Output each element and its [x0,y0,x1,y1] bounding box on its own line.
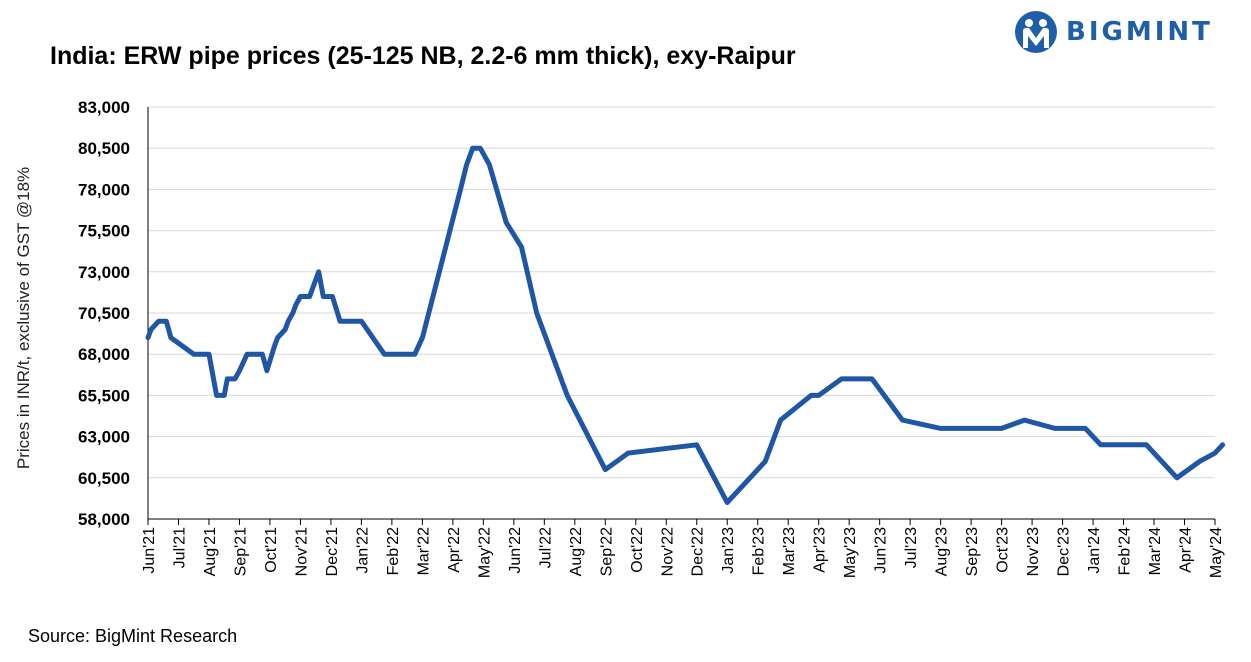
x-tick-label: May'22 [476,527,493,578]
x-axis-ticks: Jun'21 Jul'21 Aug'21 Sep'21 Oct'21 Nov'21 Dec'… [141,519,1225,578]
x-tick-label: Jun'23 [873,527,890,574]
x-tick-label: Dec'22 [690,527,707,576]
x-tick-label: Jul'23 [903,527,920,568]
x-tick-label: May'23 [842,527,859,578]
x-tick-label: Nov'22 [659,527,676,576]
y-tick-label: 83,000 [78,98,130,117]
y-tick-label: 75,500 [78,222,130,241]
x-tick-label: Dec'21 [324,527,341,576]
x-tick-label: Feb'23 [751,527,768,576]
y-tick-label: 60,500 [78,469,130,488]
x-tick-label: Oct'22 [629,527,646,573]
x-tick-label: Mar'22 [415,527,432,576]
x-tick-label: Oct'23 [995,527,1012,573]
y-tick-label: 70,500 [78,304,130,323]
x-tick-label: Sep'21 [232,527,249,576]
series-line [145,145,1226,505]
x-tick-label: Nov'23 [1025,527,1042,576]
x-tick-label: Apr'23 [812,527,829,573]
y-axis-ticks: 58,000 60,500 63,000 65,500 68,000 70,500 73,0… [78,98,130,529]
x-tick-label: Nov'21 [293,527,310,576]
x-tick-label: Jan'22 [354,527,371,574]
y-tick-label: 80,500 [78,139,130,158]
y-tick-label: 68,000 [78,345,130,364]
x-tick-label: Apr'22 [446,527,463,573]
x-tick-label: Mar'23 [781,527,798,576]
brand-logo: BIGMINT [1014,10,1213,54]
x-tick-label: Feb'22 [385,527,402,576]
source-note: Source: BigMint Research [28,626,238,646]
x-tick-label: Feb'24 [1117,527,1134,576]
x-tick-label: Aug'23 [934,527,951,576]
x-tick-label: Oct'21 [263,527,280,573]
y-axis-label: Prices in INR/t, exclusive of GST @18% [14,167,33,469]
x-tick-label: Aug'21 [202,527,219,576]
y-tick-label: 58,000 [78,510,130,529]
brand-name: BIGMINT [1066,17,1213,47]
gridlines [148,106,1215,479]
x-tick-label: Sep'23 [964,527,981,576]
series-lines [145,145,1226,505]
chart-title: India: ERW pipe prices (25-125 NB, 2.2-6… [50,42,796,70]
x-tick-label: Dec'23 [1056,527,1073,576]
bigmint-logo-icon [1015,11,1057,53]
x-tick-label: Jun'21 [141,527,158,574]
y-tick-label: 63,000 [78,428,130,447]
axes [147,107,1215,520]
x-tick-label: Jan'23 [720,527,737,574]
y-tick-label: 65,500 [78,386,130,405]
y-tick-label: 73,000 [78,263,130,282]
x-tick-label: Jun'22 [507,527,524,574]
x-tick-label: Apr'24 [1178,527,1195,573]
x-tick-label: Mar'24 [1147,527,1164,576]
x-tick-label: Sep'22 [598,527,615,576]
x-tick-label: Jul'22 [537,527,554,568]
x-tick-label: Jan'24 [1086,527,1103,574]
x-tick-label: May'24 [1208,527,1225,578]
x-tick-label: Jul'21 [171,527,188,568]
y-tick-label: 78,000 [78,180,130,199]
x-tick-label: Aug'22 [568,527,585,576]
